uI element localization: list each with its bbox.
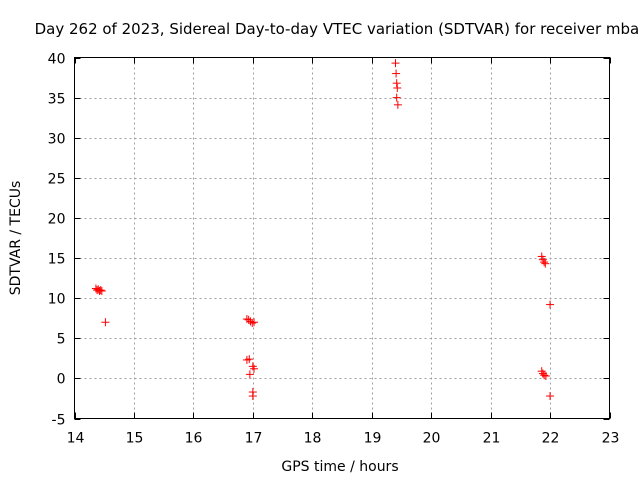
data-point [540,371,549,380]
data-point [391,59,400,68]
y-tick-label: 25 [48,172,66,188]
data-point [541,371,550,380]
y-tick-label: 40 [48,52,66,68]
y-tick-label: 5 [57,332,66,348]
data-point [540,258,549,267]
y-tick-label: 0 [57,372,66,388]
plot-frame [74,57,610,419]
data-point [244,315,253,324]
x-tick-label: 21 [483,431,501,447]
data-point [541,259,550,268]
data-point [96,286,105,295]
data-point [393,100,402,109]
x-tick-label: 15 [126,431,144,447]
data-point [245,370,254,379]
y-tick-label: 30 [48,132,66,148]
data-point [101,318,110,327]
x-tick-label: 23 [602,431,620,447]
data-points [91,59,555,401]
data-point [245,355,254,364]
tick-labels: 14 15 16 17 18 19 20 21 22 23 -5 0 5 10 15 20 25 30 35 40 [48,52,620,447]
data-point [546,300,555,309]
y-tick-label: -5 [52,413,66,429]
data-point [392,93,401,102]
chart-title: Day 262 of 2023, Sidereal Day-to-day VTE… [35,20,640,38]
data-point [250,318,259,327]
axis-ticks [74,57,611,420]
y-tick-label: 15 [48,252,66,268]
x-tick-label: 14 [67,431,85,447]
x-axis-label: GPS time / hours [281,459,398,475]
x-tick-label: 17 [245,431,263,447]
data-point [248,319,257,328]
y-tick-label: 10 [48,292,66,308]
x-tick-label: 18 [304,431,322,447]
data-point [392,79,401,88]
data-point [248,392,257,401]
y-axis-label: SDTVAR / TECUs [8,181,24,296]
y-tick-label: 35 [48,92,66,108]
x-tick-label: 20 [423,431,441,447]
data-point [392,69,401,78]
data-point [546,392,555,401]
grid [74,57,610,419]
x-tick-label: 22 [542,431,560,447]
data-point [250,364,259,373]
data-point [537,252,546,261]
x-tick-label: 19 [364,431,382,447]
data-point [393,83,402,92]
data-point [246,317,255,326]
data-point [97,286,106,295]
y-tick-label: 20 [48,212,66,228]
x-tick-label: 16 [185,431,203,447]
